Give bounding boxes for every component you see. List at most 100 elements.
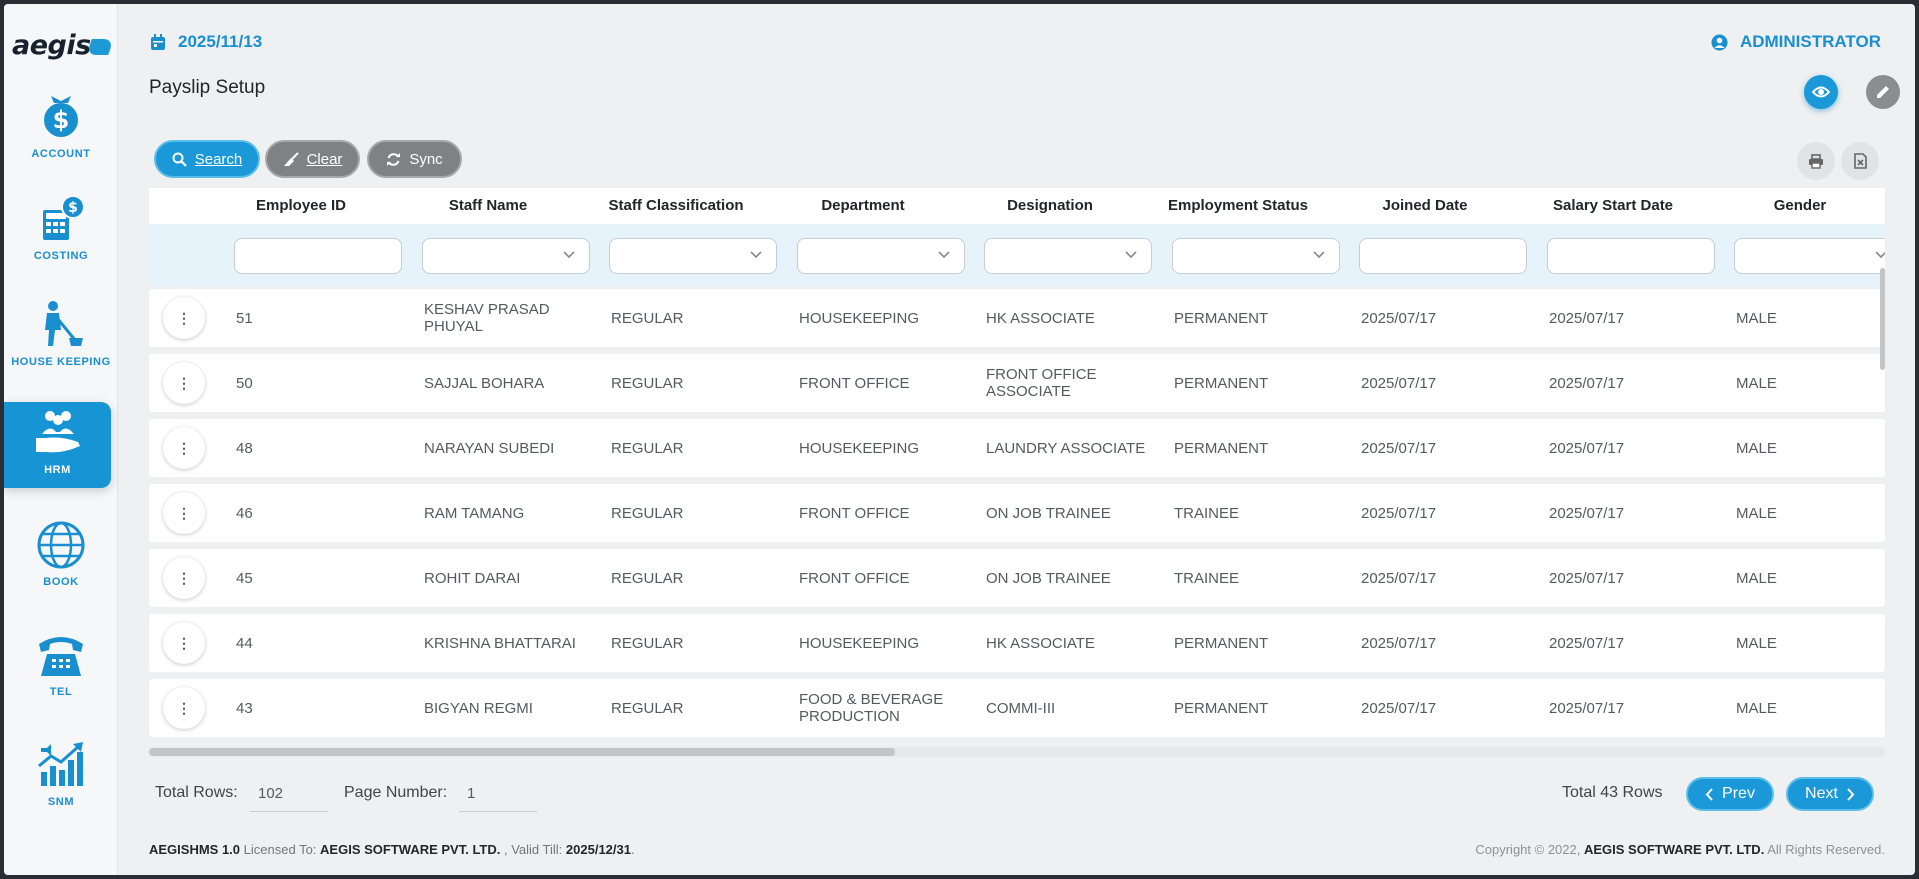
- license-info: AEGISHMS 1.0 Licensed To: AEGIS SOFTWARE…: [149, 842, 635, 857]
- cell-employment-status: PERMANENT: [1174, 634, 1269, 652]
- export-excel-button[interactable]: [1841, 142, 1879, 180]
- sidebar-item-book[interactable]: BOOK: [4, 520, 118, 606]
- prev-page-button[interactable]: Prev: [1686, 777, 1774, 811]
- row-actions-button[interactable]: ⋮: [163, 492, 205, 534]
- cell-staff-name: ROHIT DARAI: [424, 569, 521, 587]
- cell-department: FRONT OFFICE: [799, 374, 910, 392]
- chevron-right-icon: [1847, 787, 1855, 801]
- cell-department: FRONT OFFICE: [799, 504, 910, 522]
- chevron-down-icon: [938, 251, 950, 259]
- cell-department: FRONT OFFICE: [799, 569, 910, 587]
- filter-row: [149, 224, 1885, 286]
- sidebar-item-label: HRM: [44, 464, 71, 476]
- column-header-employee-id[interactable]: Employee ID: [255, 197, 347, 214]
- page-title: Payslip Setup: [149, 77, 266, 98]
- column-header-staff-name[interactable]: Staff Name: [448, 197, 528, 214]
- row-actions-button[interactable]: ⋮: [163, 687, 205, 729]
- employment-status-filter-select[interactable]: [1172, 238, 1340, 274]
- sidebar-item-house-keeping[interactable]: HOUSE KEEPING: [4, 300, 118, 386]
- column-header-staff-classification[interactable]: Staff Classification: [608, 197, 744, 214]
- edit-mode-button[interactable]: [1866, 75, 1900, 109]
- gender-filter-select[interactable]: [1734, 238, 1885, 274]
- cell-department: FOOD & BEVERAGE PRODUCTION: [799, 691, 944, 725]
- grid-header: Employee ID Staff Name Staff Classificat…: [149, 188, 1885, 224]
- search-button[interactable]: Search: [154, 140, 260, 178]
- calculator-icon: $: [43, 195, 85, 240]
- user-menu[interactable]: ADMINISTRATOR: [1711, 32, 1881, 52]
- cell-staff-classification: REGULAR: [611, 634, 684, 652]
- scrollbar-thumb[interactable]: [149, 748, 895, 756]
- cell-employee-id: 43: [236, 699, 253, 717]
- column-header-designation[interactable]: Designation: [1007, 197, 1093, 214]
- column-header-department[interactable]: Department: [821, 197, 905, 214]
- sidebar-item-label: HOUSE KEEPING: [11, 356, 111, 368]
- sidebar-item-snm[interactable]: SNM: [4, 740, 118, 826]
- salary-start-date-filter-input[interactable]: [1547, 238, 1715, 274]
- table-row[interactable]: ⋮ 43 BIGYAN REGMI REGULAR FOOD & BEVERAG…: [149, 679, 1885, 737]
- clear-button[interactable]: Clear: [265, 140, 360, 178]
- total-rows-shown: Total 43 Rows: [1562, 784, 1663, 801]
- cell-staff-classification: REGULAR: [611, 699, 684, 717]
- column-header-employment-status[interactable]: Employment Status: [1167, 197, 1309, 214]
- cell-salary-start-date: 2025/07/17: [1549, 309, 1625, 327]
- cell-employment-status: PERMANENT: [1174, 309, 1269, 327]
- view-mode-button[interactable]: [1804, 75, 1838, 109]
- table-row[interactable]: ⋮ 45 ROHIT DARAI REGULAR FRONT OFFICE ON…: [149, 549, 1885, 607]
- broom-icon: [283, 151, 299, 166]
- row-actions-button[interactable]: ⋮: [163, 427, 205, 469]
- print-button[interactable]: [1797, 142, 1835, 180]
- chevron-down-icon: [1313, 251, 1325, 259]
- chevron-down-icon: [750, 251, 762, 259]
- employee-id-filter-input[interactable]: [234, 238, 402, 274]
- cell-department: HOUSEKEEPING: [799, 634, 920, 652]
- table-row[interactable]: ⋮ 50 SAJJAL BOHARA REGULAR FRONT OFFICE …: [149, 354, 1885, 412]
- sidebar-item-costing[interactable]: $ COSTING: [4, 194, 118, 280]
- column-header-salary-start-date[interactable]: Salary Start Date: [1552, 197, 1674, 214]
- sidebar-item-account[interactable]: $ ACCOUNT: [4, 92, 118, 178]
- aegis-logo[interactable]: aegis: [12, 30, 114, 61]
- next-page-button[interactable]: Next: [1786, 777, 1874, 811]
- date-text: 2025/11/13: [178, 32, 263, 51]
- cell-employment-status: PERMANENT: [1174, 699, 1269, 717]
- user-circle-icon: [1711, 34, 1728, 50]
- department-filter-select[interactable]: [797, 238, 965, 274]
- cell-gender: MALE: [1736, 374, 1777, 392]
- page-number-field[interactable]: 1: [459, 774, 537, 812]
- cell-joined-date: 2025/07/17: [1361, 374, 1437, 392]
- staff-name-filter-select[interactable]: [422, 238, 590, 274]
- column-header-joined-date[interactable]: Joined Date: [1382, 197, 1468, 214]
- cell-salary-start-date: 2025/07/17: [1549, 439, 1625, 457]
- row-actions-button[interactable]: ⋮: [163, 622, 205, 664]
- row-actions-button[interactable]: ⋮: [163, 557, 205, 599]
- printer-icon: [1809, 153, 1823, 169]
- cell-salary-start-date: 2025/07/17: [1549, 634, 1625, 652]
- copyright: Copyright © 2022, AEGIS SOFTWARE PVT. LT…: [1475, 842, 1885, 857]
- cell-staff-classification: REGULAR: [611, 374, 684, 392]
- designation-filter-select[interactable]: [984, 238, 1152, 274]
- row-actions-button[interactable]: ⋮: [163, 362, 205, 404]
- cell-gender: MALE: [1736, 699, 1777, 717]
- table-row[interactable]: ⋮ 51 KESHAV PRASAD PHUYAL REGULAR HOUSEK…: [149, 289, 1885, 347]
- row-actions-button[interactable]: ⋮: [163, 297, 205, 339]
- table-row[interactable]: ⋮ 44 KRISHNA BHATTARAI REGULAR HOUSEKEEP…: [149, 614, 1885, 672]
- cell-employee-id: 46: [236, 504, 253, 522]
- user-name: ADMINISTRATOR: [1739, 32, 1881, 51]
- cell-employment-status: PERMANENT: [1174, 374, 1269, 392]
- cell-designation: HK ASSOCIATE: [986, 634, 1095, 652]
- cell-staff-name: NARAYAN SUBEDI: [424, 439, 555, 457]
- sidebar-item-tel[interactable]: TEL: [4, 630, 118, 716]
- sync-button[interactable]: Sync: [367, 140, 462, 178]
- table-row[interactable]: ⋮ 46 RAM TAMANG REGULAR FRONT OFFICE ON …: [149, 484, 1885, 542]
- sidebar-item-hrm[interactable]: HRM: [4, 402, 111, 488]
- cell-gender: MALE: [1736, 634, 1777, 652]
- staff-classification-filter-select[interactable]: [609, 238, 777, 274]
- cell-department: HOUSEKEEPING: [799, 309, 920, 327]
- joined-date-filter-input[interactable]: [1359, 238, 1527, 274]
- column-header-gender[interactable]: Gender: [1773, 197, 1827, 214]
- grid-horizontal-scrollbar[interactable]: [149, 747, 1885, 757]
- grid-vertical-scrollbar[interactable]: [1880, 268, 1885, 370]
- table-row[interactable]: ⋮ 48 NARAYAN SUBEDI REGULAR HOUSEKEEPING…: [149, 419, 1885, 477]
- cell-salary-start-date: 2025/07/17: [1549, 569, 1625, 587]
- cell-staff-name: RAM TAMANG: [424, 504, 525, 522]
- cell-gender: MALE: [1736, 309, 1777, 327]
